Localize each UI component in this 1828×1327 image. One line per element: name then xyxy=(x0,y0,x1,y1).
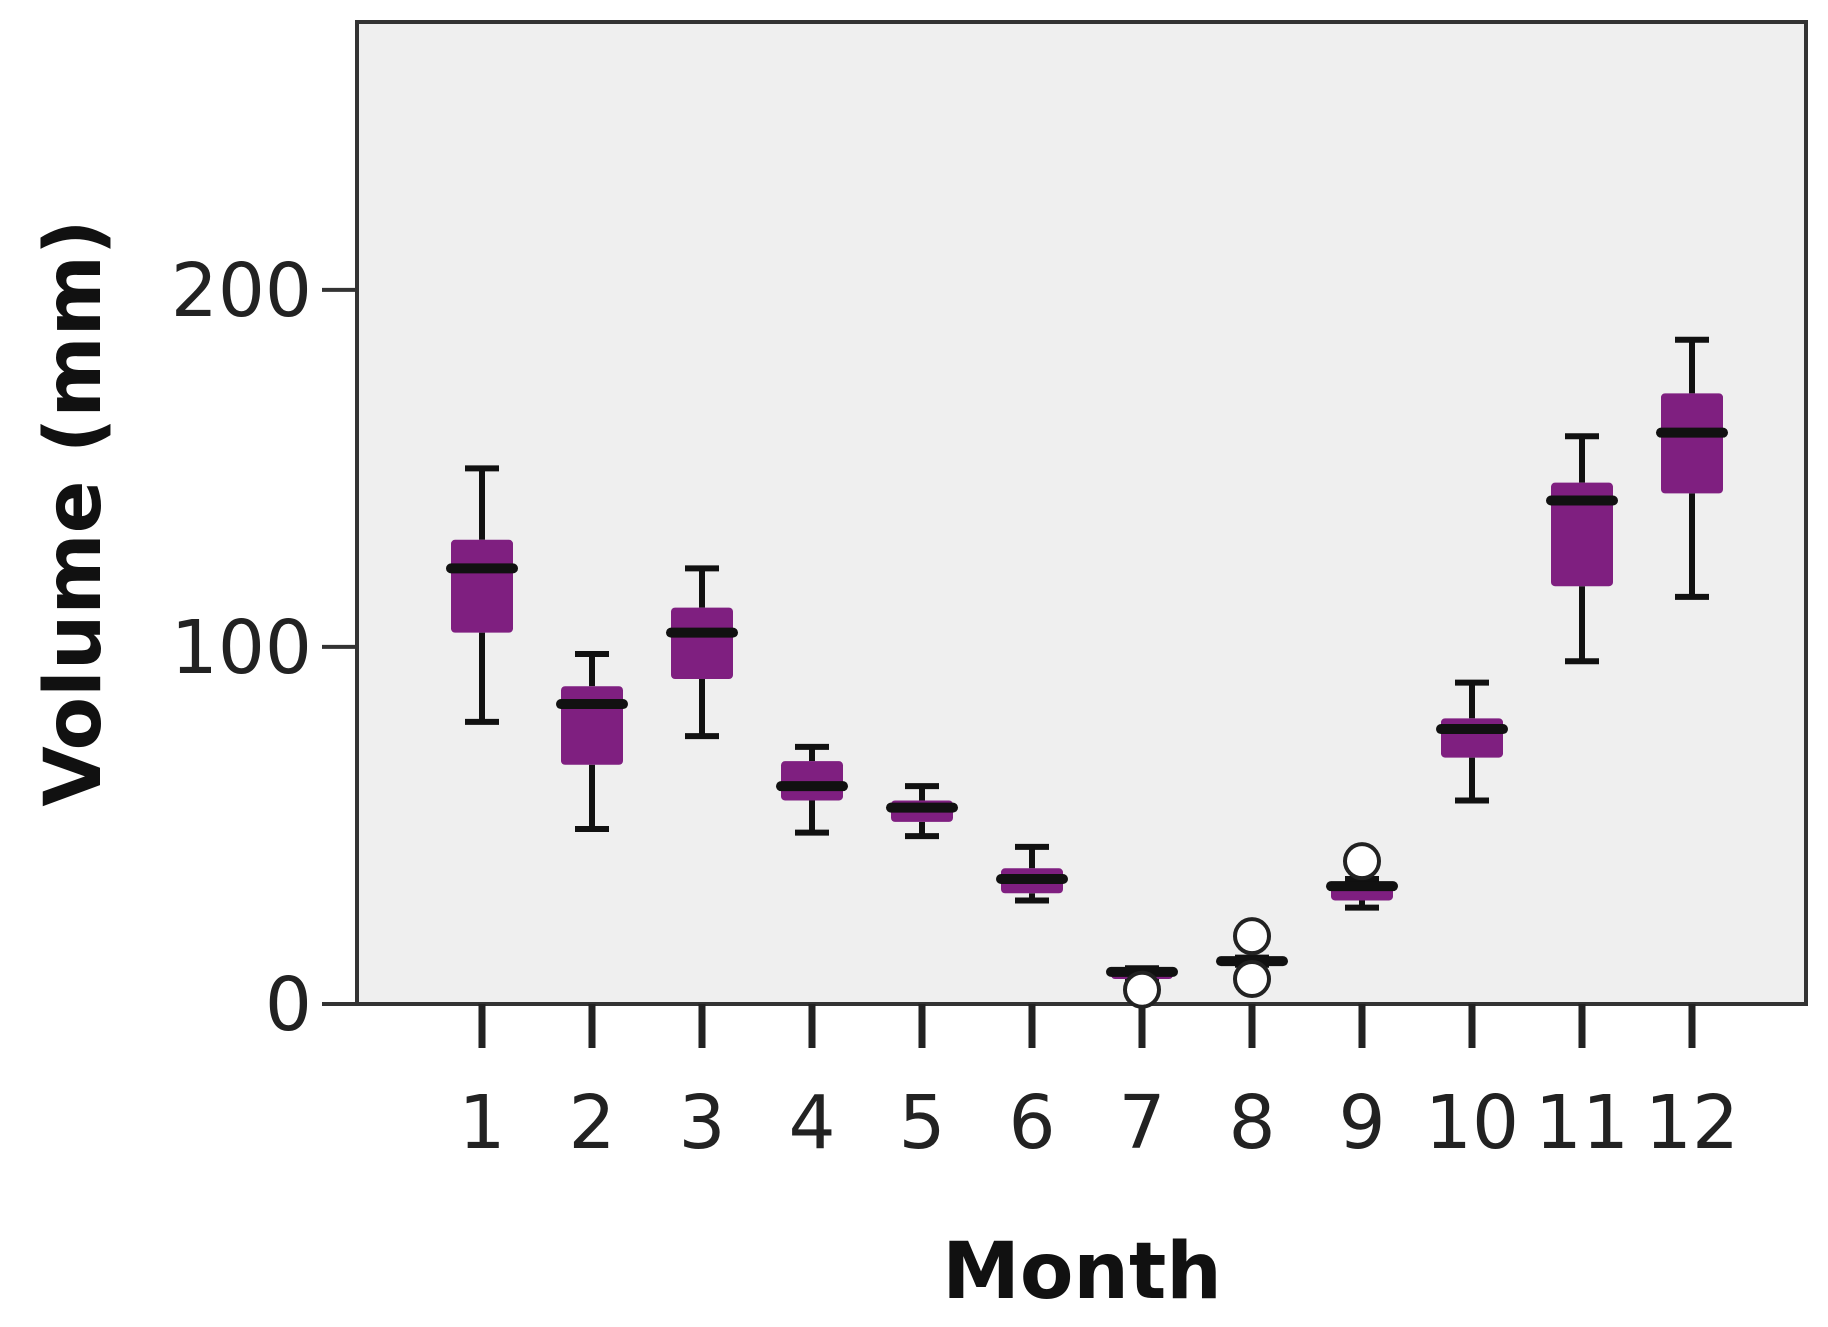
outlier-point xyxy=(1233,917,1271,956)
box-month-8 xyxy=(1216,917,1288,999)
box-month-9 xyxy=(1326,842,1398,911)
x-tick-label: 10 xyxy=(1425,1080,1519,1166)
y-tick-label: 100 xyxy=(171,605,312,691)
box-month-5 xyxy=(886,783,958,840)
x-tick-label: 8 xyxy=(1228,1080,1275,1166)
x-tick-label: 12 xyxy=(1645,1080,1739,1166)
outlier-point xyxy=(1343,842,1381,881)
x-tick-label: 11 xyxy=(1535,1080,1629,1166)
iqr-box xyxy=(1551,482,1613,587)
x-tick-label: 3 xyxy=(678,1080,725,1166)
iqr-box xyxy=(451,539,513,633)
box-month-7 xyxy=(1106,965,1178,1009)
iqr-box xyxy=(671,607,733,680)
box-month-11 xyxy=(1546,433,1618,665)
iqr-box xyxy=(561,686,623,765)
box-month-4 xyxy=(776,743,848,836)
x-tick-label: 6 xyxy=(1008,1080,1055,1166)
box-month-3 xyxy=(666,565,738,740)
x-tick-label: 7 xyxy=(1118,1080,1165,1166)
x-axis-title: Month xyxy=(942,1227,1222,1317)
box-month-2 xyxy=(556,651,628,833)
boxes xyxy=(446,336,1728,1009)
outlier-point xyxy=(1123,970,1161,1009)
outlier-point xyxy=(1233,960,1271,999)
x-tick-label: 5 xyxy=(898,1080,945,1166)
y-tick-label: 200 xyxy=(171,248,312,334)
x-tick-label: 1 xyxy=(458,1080,505,1166)
iqr-box xyxy=(1661,393,1723,494)
y-tick-label: 0 xyxy=(265,962,312,1048)
box-month-1 xyxy=(446,465,518,725)
x-tick-label: 4 xyxy=(788,1080,835,1166)
box-month-12 xyxy=(1656,336,1728,600)
iqr-box xyxy=(781,761,843,801)
y-axis-title: Volume (mm) xyxy=(29,219,119,806)
x-tick-label: 9 xyxy=(1338,1080,1385,1166)
box-month-10 xyxy=(1436,679,1508,804)
box-month-6 xyxy=(996,843,1068,904)
x-tick-label: 2 xyxy=(568,1080,615,1166)
